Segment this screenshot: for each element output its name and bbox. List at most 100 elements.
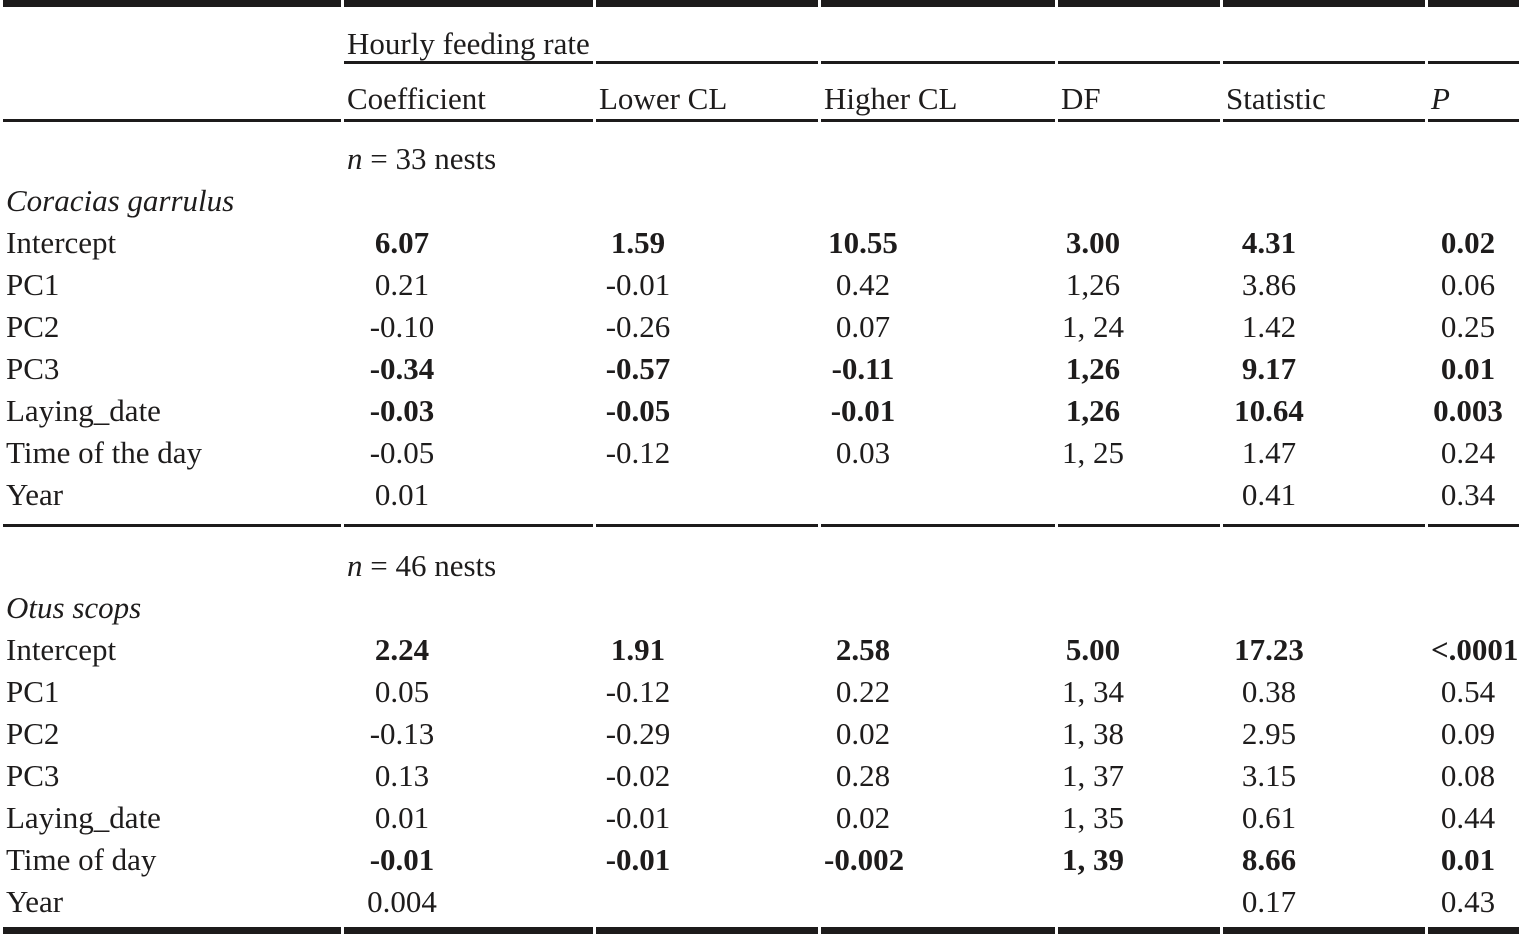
col-header-higher-cl: Higher CL: [821, 64, 1055, 122]
value-cell: 0.004: [344, 878, 593, 927]
value-cell: -0.05: [344, 429, 593, 471]
value-cell: 0.01: [1428, 836, 1519, 878]
value-cell: 1.91: [596, 626, 818, 668]
spanner-label: Hourly feeding rate: [347, 26, 590, 61]
row-label-cell: Year: [3, 471, 341, 527]
table-body: n = 33 nests Coracias garrulus Intercept 6.…: [3, 122, 1519, 934]
cell-value: 0.22: [835, 674, 891, 709]
table-bottom-rule: [3, 927, 1519, 934]
sample-size-n: n: [347, 548, 363, 583]
value-cell: 0.08: [1428, 752, 1519, 794]
value-cell: -0.34: [344, 345, 593, 387]
value-cell: 0.21: [344, 261, 593, 303]
col-header-lower-cl: Lower CL: [596, 64, 818, 122]
value-cell: 2.58: [821, 626, 1055, 668]
rule-segment: [1223, 927, 1425, 934]
row-label: PC1: [6, 267, 60, 302]
value-cell: 0.44: [1428, 794, 1519, 836]
value-cell: [1058, 471, 1220, 527]
species-name-cell: Coracias garrulus: [3, 177, 341, 219]
value-cell: -0.01: [596, 794, 818, 836]
cell-value: 6.07: [374, 225, 430, 260]
spanner-rule-cell: [596, 7, 818, 64]
cell-value: 4.31: [1241, 225, 1297, 260]
row-label: Intercept: [6, 225, 117, 260]
cell-value: 0.09: [1440, 716, 1496, 751]
value-cell: 0.22: [821, 668, 1055, 710]
value-cell: 10.64: [1223, 387, 1425, 429]
sample-size-n: n: [347, 141, 363, 176]
cell-value: 0.02: [835, 716, 891, 751]
rule-segment: [596, 0, 818, 7]
row-label: PC3: [6, 351, 60, 386]
value-cell: 9.17: [1223, 345, 1425, 387]
value-cell: [596, 471, 818, 527]
value-cell: 0.43: [1428, 878, 1519, 927]
row-label-cell: PC3: [3, 752, 341, 794]
value-cell: 3.15: [1223, 752, 1425, 794]
value-cell: 0.54: [1428, 668, 1519, 710]
value-cell: 1,26: [1058, 387, 1220, 429]
cell-value: 1,26: [1065, 351, 1121, 386]
cell-value: -0.01: [605, 800, 671, 835]
value-cell: 0.25: [1428, 303, 1519, 345]
value-cell: 2.95: [1223, 710, 1425, 752]
rule-segment: [344, 927, 593, 934]
value-cell: <.0001: [1428, 626, 1519, 668]
cell-value: 2.58: [835, 632, 891, 667]
sample-size-row: n = 33 nests: [3, 122, 1519, 177]
rule-segment: [3, 0, 341, 7]
spanner-rule-cell: [1223, 7, 1425, 64]
table-row: PC2 -0.10 -0.26 0.07 1, 24 1.42 0.25: [3, 303, 1519, 345]
cell-value: 0.42: [835, 267, 891, 302]
value-cell: 0.41: [1223, 471, 1425, 527]
value-cell: 0.28: [821, 752, 1055, 794]
cell-value: -0.12: [605, 674, 671, 709]
col-header-statistic: Statistic: [1223, 64, 1425, 122]
cell-value: 5.00: [1065, 632, 1121, 667]
cell-value: 0.05: [374, 674, 430, 709]
rule-segment: [1223, 0, 1425, 7]
value-cell: 0.003: [1428, 387, 1519, 429]
value-cell: 0.34: [1428, 471, 1519, 527]
cell-value: -0.01: [605, 267, 671, 302]
cell-value: 2.24: [374, 632, 430, 667]
column-header-row: Coefficient Lower CL Higher CL DF Statis…: [3, 64, 1519, 122]
value-cell: 10.55: [821, 219, 1055, 261]
value-cell: 0.01: [1428, 345, 1519, 387]
cell-value: -0.002: [824, 842, 905, 877]
cell-value: 0.38: [1241, 674, 1297, 709]
cell-value: 0.01: [1440, 351, 1496, 386]
cell-value: 1.42: [1241, 309, 1297, 344]
value-cell: -0.10: [344, 303, 593, 345]
row-label: Year: [6, 884, 64, 919]
cell-value: 1, 24: [1062, 309, 1124, 344]
value-cell: 3.00: [1058, 219, 1220, 261]
row-label-cell: Year: [3, 878, 341, 927]
row-label: Laying_date: [6, 393, 161, 428]
sample-size-cell: n = 33 nests: [344, 122, 1519, 177]
value-cell: -0.57: [596, 345, 818, 387]
cell-value: 0.61: [1241, 800, 1297, 835]
table-row: PC1 0.21 -0.01 0.42 1,26 3.86 0.06: [3, 261, 1519, 303]
value-cell: [821, 471, 1055, 527]
cell-value: 1, 34: [1062, 674, 1124, 709]
value-cell: 0.61: [1223, 794, 1425, 836]
table-row: Intercept 6.07 1.59 10.55 3.00 4.31 0.02: [3, 219, 1519, 261]
value-cell: 1, 24: [1058, 303, 1220, 345]
species-row: Otus scops: [3, 584, 1519, 626]
species-name: Coracias garrulus: [6, 183, 235, 218]
spanner-empty-cell: [3, 7, 341, 64]
value-cell: 0.02: [821, 710, 1055, 752]
cell-value: -0.26: [605, 309, 671, 344]
sample-empty-cell: [3, 122, 341, 177]
value-cell: -0.26: [596, 303, 818, 345]
cell-value: 0.03: [835, 435, 891, 470]
cell-value: 3.00: [1065, 225, 1121, 260]
value-cell: 1.42: [1223, 303, 1425, 345]
cell-value: 0.43: [1440, 884, 1496, 919]
value-cell: 0.42: [821, 261, 1055, 303]
row-label: Time of the day: [6, 435, 203, 470]
row-label: PC2: [6, 309, 60, 344]
cell-value: 0.01: [374, 800, 430, 835]
